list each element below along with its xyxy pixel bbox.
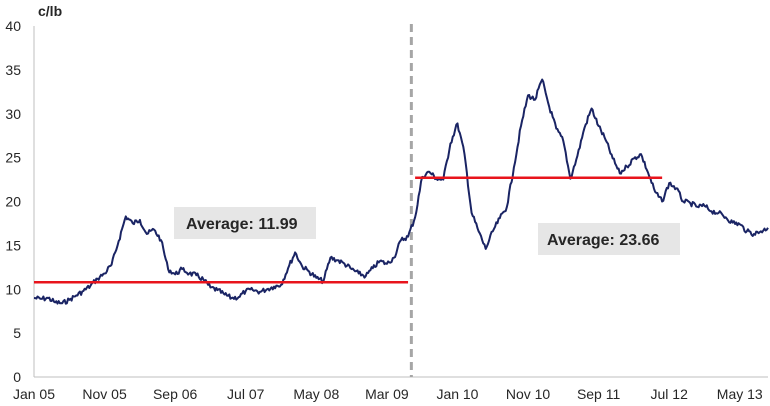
- x-tick-label: Sep 11: [577, 386, 621, 402]
- x-tick-label: Nov 10: [506, 386, 551, 402]
- average-annotation-1-text: Average: 11.99: [186, 216, 298, 233]
- y-tick-label: 35: [5, 62, 21, 78]
- price-series-line: [33, 78, 769, 305]
- y-tick-label: 25: [5, 150, 21, 166]
- y-tick-label: 0: [13, 369, 21, 385]
- y-axis: 0 5 10 15 20 25 30 35 40: [5, 18, 35, 385]
- y-tick-label: 30: [5, 106, 21, 122]
- x-tick-label: Mar 09: [365, 386, 409, 402]
- average-annotation-2-text: Average: 23.66: [547, 232, 659, 249]
- x-tick-label: Jan 10: [436, 386, 478, 402]
- x-tick-label: Jul 07: [227, 386, 265, 402]
- average-layer: [34, 176, 663, 284]
- y-tick-label: 5: [13, 325, 21, 341]
- y-axis-unit-label: c/lb: [38, 3, 62, 19]
- x-tick-label: Jan 05: [13, 386, 55, 402]
- y-tick-label: 10: [5, 281, 21, 297]
- x-tick-label: Jul 12: [651, 386, 689, 402]
- x-tick-label: May 13: [717, 386, 763, 402]
- average-annotation-1-box: [174, 207, 316, 239]
- average-annotation-1: Average: 11.99: [174, 207, 316, 239]
- y-tick-label: 15: [5, 237, 21, 253]
- x-tick-label: Nov 05: [82, 386, 127, 402]
- series-layer: [33, 78, 769, 305]
- average-annotation-2: Average: 23.66: [538, 223, 680, 255]
- y-tick-label: 20: [5, 194, 21, 210]
- y-tick-label: 40: [5, 18, 21, 34]
- average-annotation-2-box: [538, 223, 680, 255]
- x-axis: Jan 05 Nov 05 Sep 06 Jul 07 May 08 Mar 09 Jan …: [13, 376, 768, 402]
- x-tick-label: Sep 06: [153, 386, 198, 402]
- x-tick-label: May 08: [293, 386, 339, 402]
